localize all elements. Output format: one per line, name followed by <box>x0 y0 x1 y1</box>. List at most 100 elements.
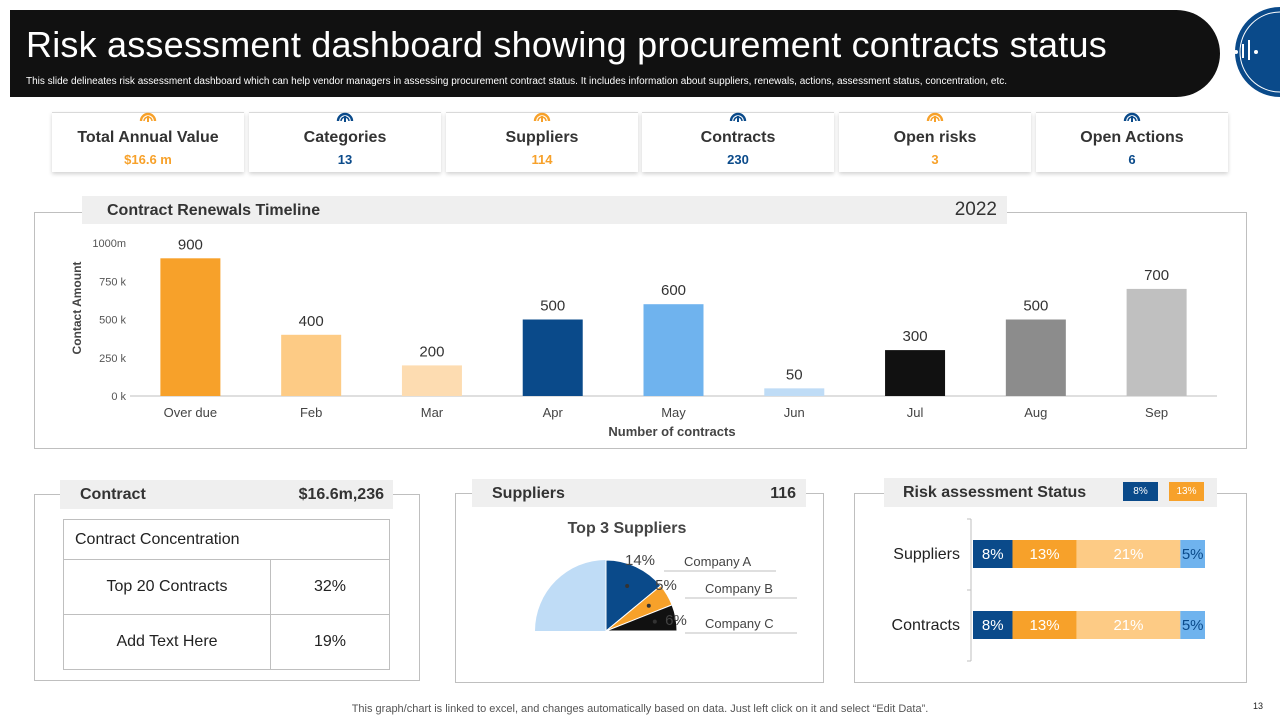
kpi-value: 114 <box>531 152 553 167</box>
y-axis-label: Contact Amount <box>70 262 84 355</box>
pie-value-label: 6% <box>665 612 687 629</box>
bar-feb <box>281 334 342 396</box>
kpi-card: Contracts 230 <box>642 112 834 172</box>
y-tick-label: 250 k <box>99 353 126 365</box>
logo-icon <box>1228 5 1280 99</box>
renewals-bar-chart: 0 k 250 k 500 k 750 k 1000m 900 Over due 400 Feb… <box>70 236 1217 439</box>
row-label: Top 20 Contracts <box>63 559 271 615</box>
bar-jul <box>885 350 946 396</box>
table-row: Add Text Here 19% <box>63 614 390 670</box>
risk-segment <box>1180 611 1205 639</box>
risk-segment-label: 21% <box>1113 617 1143 634</box>
risk-segment <box>1012 540 1077 568</box>
x-tick-label: Aug <box>1024 405 1047 420</box>
gauge-icon <box>729 112 747 122</box>
kpi-card: Open risks 3 <box>839 112 1031 172</box>
bar-mar <box>401 365 462 396</box>
y-tick-label: 1000m <box>92 238 126 250</box>
row-value: 19% <box>270 614 390 670</box>
bar-value-label: 300 <box>903 328 928 345</box>
risk-segment-label: 8% <box>982 617 1004 634</box>
renewals-title: Contract Renewals Timeline <box>107 202 321 219</box>
bar-value-label: 500 <box>540 298 565 315</box>
kpi-label: Open Actions <box>1080 129 1184 146</box>
bar-sep <box>1126 288 1187 396</box>
risk-segment <box>1180 540 1205 568</box>
concentration-label: Contract Concentration <box>63 519 390 560</box>
gauge-icon <box>926 112 944 122</box>
risk-stacked-bar-chart: Suppliers 8% 13% 21% 5% Contracts 8% 13% 21% 5% <box>892 518 1205 662</box>
kpi-value: 6 <box>1128 152 1136 167</box>
kpi-value: $16.6 m <box>124 152 172 167</box>
risk-title: Risk assessment Status <box>903 484 1087 501</box>
gauge-icon <box>139 112 157 122</box>
bar-over-due <box>160 258 221 396</box>
kpi-label: Suppliers <box>505 129 579 146</box>
row-value: 32% <box>270 559 390 615</box>
page-subtitle: This slide delineates risk assessment da… <box>26 76 1008 87</box>
pie-legend-label: Company B <box>705 581 773 596</box>
kpi-card: Categories 13 <box>249 112 441 172</box>
gauge-icon <box>533 112 551 122</box>
risk-segment-label: 13% <box>1030 617 1060 634</box>
pie-value-label: 5% <box>655 577 677 594</box>
pie-legend-label: Company C <box>705 616 774 631</box>
x-axis-label: Number of contracts <box>608 424 735 439</box>
bar-value-label: 200 <box>419 343 444 360</box>
page-number: 13 <box>1253 701 1264 711</box>
x-tick-label: Mar <box>421 405 444 420</box>
risk-segment <box>973 540 1013 568</box>
pie-slice-company-c <box>605 604 678 632</box>
bar-may <box>643 304 704 396</box>
risk-segment <box>1012 611 1077 639</box>
kpi-value: 230 <box>727 152 749 167</box>
pie-title: Top 3 Suppliers <box>568 520 687 537</box>
title-banner: Risk assessment dashboard showing procur… <box>10 10 1220 97</box>
kpi-label: Total Annual Value <box>77 129 219 146</box>
x-tick-label: Jun <box>784 405 805 420</box>
risk-panel <box>854 493 1247 683</box>
row-label: Add Text Here <box>63 614 271 670</box>
kpi-value: 13 <box>337 152 353 167</box>
bar-value-label: 900 <box>178 236 203 253</box>
risk-legend-1: 8% <box>1123 482 1158 501</box>
kpi-label: Categories <box>303 129 387 146</box>
risk-segment-label: 21% <box>1113 546 1143 563</box>
risk-segment-label: 13% <box>1030 546 1060 563</box>
risk-segment <box>973 611 1013 639</box>
risk-legend-2: 13% <box>1169 482 1204 501</box>
renewals-year: 2022 <box>954 199 997 220</box>
bar-apr <box>522 319 583 396</box>
bar-value-label: 500 <box>1023 298 1048 315</box>
y-tick-label: 750 k <box>99 276 126 288</box>
risk-segment-label: 5% <box>1182 546 1204 563</box>
pie-marker <box>646 603 651 608</box>
gauge-icon <box>336 112 354 122</box>
risk-category-label: Contracts <box>892 617 960 634</box>
kpi-card: Suppliers 114 <box>446 112 638 172</box>
x-tick-label: Jul <box>907 405 924 420</box>
top-suppliers-pie-chart: Top 3 Suppliers 14% Company A 5% Company B 6%… <box>535 520 797 634</box>
contract-title: Contract <box>80 486 146 503</box>
suppliers-panel-header: Suppliers 116 <box>472 479 806 507</box>
bar-aug <box>1005 319 1066 396</box>
gauge-icon <box>1123 112 1141 122</box>
renewals-panel-header: Contract Renewals Timeline 2022 <box>82 196 1007 224</box>
pie-marker <box>625 584 630 589</box>
kpi-label: Contracts <box>700 129 776 146</box>
suppliers-title: Suppliers <box>492 485 565 502</box>
risk-category-label: Suppliers <box>893 546 960 563</box>
risk-panel-header: Risk assessment Status <box>884 478 1217 507</box>
bar-jun <box>764 388 825 396</box>
footer-note: This graph/chart is linked to excel, and… <box>351 703 929 715</box>
contract-panel-header: Contract $16.6m,236 <box>60 480 393 509</box>
kpi-card: Total Annual Value $16.6 m <box>52 112 244 172</box>
risk-segment-label: 5% <box>1182 617 1204 634</box>
risk-segment <box>1076 611 1181 639</box>
risk-segment-label: 8% <box>982 546 1004 563</box>
pie-marker <box>652 619 657 624</box>
risk-segment <box>1076 540 1181 568</box>
bar-value-label: 600 <box>661 282 686 299</box>
x-tick-label: Sep <box>1145 405 1168 420</box>
bar-value-label: 50 <box>786 366 803 383</box>
